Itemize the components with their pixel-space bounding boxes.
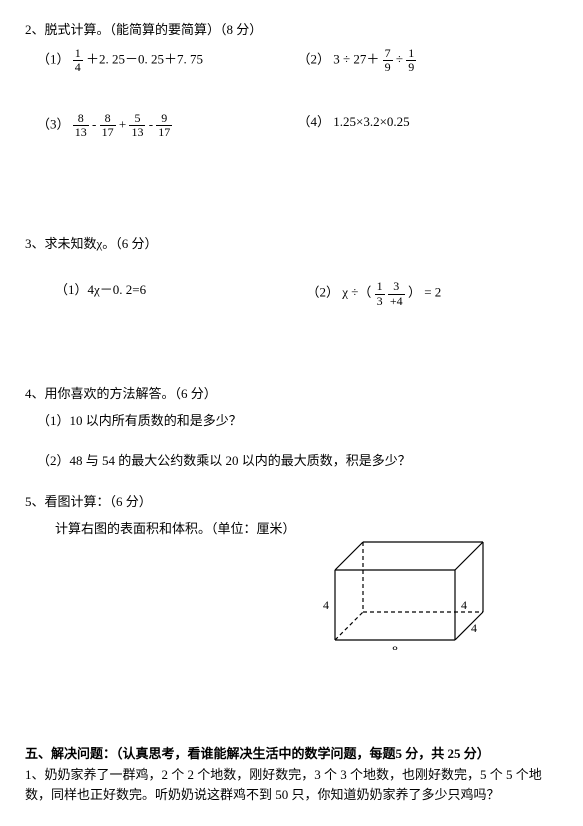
q5-diagram-wrap: 8444 — [305, 530, 558, 650]
q3-2-suffix: ） = 2 — [408, 285, 441, 300]
fraction: 7 9 — [383, 47, 393, 74]
q2-3-prefix: （3） — [37, 117, 70, 132]
denominator: +4 — [388, 295, 405, 308]
fraction: 917 — [156, 112, 172, 139]
q3-sub2: （2） χ ÷（ 13 3+4 ） = 2 — [307, 280, 559, 307]
op: - — [92, 117, 100, 132]
q2-2-prefix: （2） 3 ÷ 27＋ — [298, 51, 380, 66]
op: + — [119, 117, 130, 132]
question-2: 2、脱式计算。（能简算的要简算）（8 分） （1） 1 4 ＋2. 25－0. … — [25, 20, 558, 140]
q2-1-prefix: （1） — [37, 51, 70, 66]
question-4: 4、用你喜欢的方法解答。（6 分） （1）10 以内所有质数的和是多少？ （2）… — [25, 384, 558, 472]
q3-sub1: （1）4χ－0. 2=6 — [25, 280, 307, 307]
fraction: 813 — [73, 112, 89, 139]
q2-1-rest: ＋2. 25－0. 25＋7. 75 — [86, 51, 203, 66]
q2-sub1: （1） 1 4 ＋2. 25－0. 25＋7. 75 — [37, 47, 298, 74]
denominator: 9 — [383, 61, 393, 74]
q4-title: 4、用你喜欢的方法解答。（6 分） — [25, 384, 558, 405]
numerator: 7 — [383, 47, 393, 61]
denominator: 3 — [375, 295, 385, 308]
q4-sub2: （2）48 与 54 的最大公约数乘以 20 以内的最大质数，积是多少？ — [37, 451, 558, 472]
q3-title: 3、求未知数χ。（6 分） — [25, 234, 558, 255]
fraction: 1 4 — [73, 47, 83, 74]
q2-sub4: （4） 1.25×3.2×0.25 — [298, 112, 559, 139]
numerator: 1 — [406, 47, 416, 61]
sec5-heading: 五、解决问题：（认真思考，看谁能解决生活中的数学问题，每题5 分，共 25 分） — [25, 744, 558, 765]
question-3: 3、求未知数χ。（6 分） （1）4χ－0. 2=6 （2） χ ÷（ 13 3… — [25, 234, 558, 308]
op: - — [149, 117, 157, 132]
numerator: 1 — [375, 280, 385, 294]
cuboid-diagram: 8444 — [305, 530, 485, 650]
sec5-q1: 1、奶奶家养了一群鸡，2 个 2 个地数，刚好数完，3 个 3 个地数，也刚好数… — [25, 765, 558, 807]
svg-text:8: 8 — [392, 643, 398, 650]
numerator: 8 — [73, 112, 89, 126]
numerator: 1 — [73, 47, 83, 61]
fraction: 3+4 — [388, 280, 405, 307]
svg-text:4: 4 — [461, 598, 467, 612]
denominator: 17 — [156, 126, 172, 139]
q2-2-mid: ÷ — [396, 51, 406, 66]
question-5: 5、看图计算：（6 分） 计算右图的表面积和体积。（单位：厘米） 8444 — [25, 492, 558, 650]
q3-2-prefix: （2） χ ÷（ — [307, 285, 375, 300]
denominator: 9 — [406, 61, 416, 74]
numerator: 8 — [100, 112, 116, 126]
svg-text:4: 4 — [323, 598, 329, 612]
q5-title: 5、看图计算：（6 分） — [25, 492, 558, 513]
numerator: 9 — [156, 112, 172, 126]
fraction: 1 9 — [406, 47, 416, 74]
q2-sub3: （3） 813 - 817 + 513 - 917 — [37, 112, 298, 139]
section-5: 五、解决问题：（认真思考，看谁能解决生活中的数学问题，每题5 分，共 25 分）… — [25, 744, 558, 806]
fraction: 817 — [100, 112, 116, 139]
denominator: 13 — [73, 126, 89, 139]
q4-sub1: （1）10 以内所有质数的和是多少？ — [37, 411, 558, 432]
numerator: 5 — [129, 112, 145, 126]
numerator: 3 — [388, 280, 405, 294]
q2-sub2: （2） 3 ÷ 27＋ 7 9 ÷ 1 9 — [298, 47, 559, 74]
denominator: 13 — [129, 126, 145, 139]
q2-title: 2、脱式计算。（能简算的要简算）（8 分） — [25, 20, 558, 41]
fraction: 13 — [375, 280, 385, 307]
denominator: 4 — [73, 61, 83, 74]
svg-text:4: 4 — [471, 621, 477, 635]
denominator: 17 — [100, 126, 116, 139]
fraction: 513 — [129, 112, 145, 139]
